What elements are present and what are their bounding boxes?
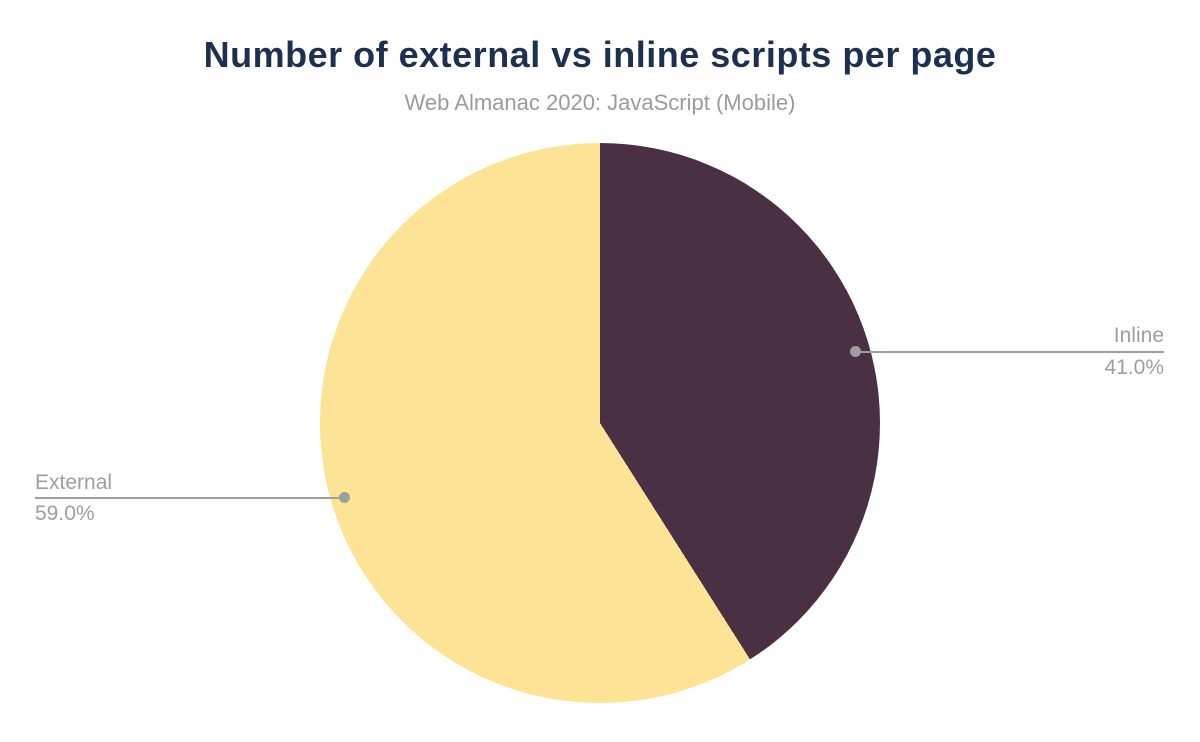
callout-line-inline — [850, 346, 1164, 357]
chart-title: Number of external vs inline scripts per… — [203, 34, 997, 75]
pie-chart — [320, 143, 880, 703]
slice-label-external: External — [35, 471, 113, 494]
slice-label-inline: Inline — [1113, 324, 1164, 347]
callout-line-external — [35, 492, 350, 503]
callout-dot-inline — [850, 346, 861, 357]
slice-value-inline: 41.0% — [1104, 356, 1164, 379]
callout-dot-external — [339, 492, 350, 503]
chart-subtitle: Web Almanac 2020: JavaScript (Mobile) — [404, 90, 796, 115]
slice-value-external: 59.0% — [35, 502, 95, 525]
